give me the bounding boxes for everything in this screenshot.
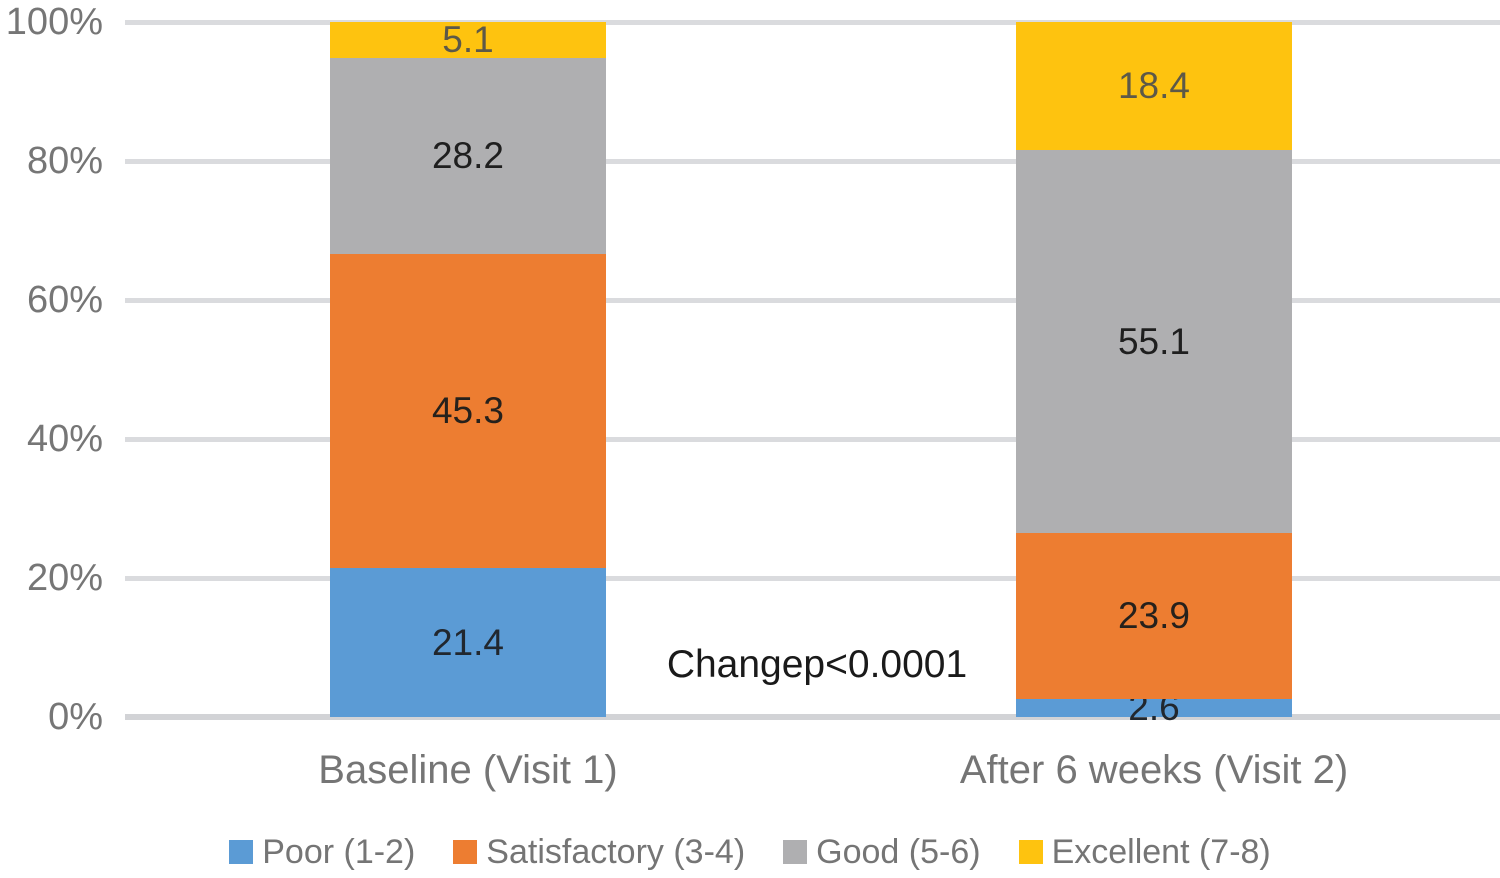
bar-segment: 28.2 — [330, 57, 606, 254]
data-label: 45.3 — [431, 390, 504, 432]
x-category-baseline: Baseline (Visit 1) — [318, 748, 618, 792]
y-tick-60: 60% — [26, 279, 103, 321]
data-label: 21.4 — [431, 622, 504, 664]
gridline-80pct — [125, 159, 1500, 164]
y-tick-20: 20% — [26, 557, 103, 599]
legend-label-poor: Poor (1-2) — [262, 833, 416, 871]
data-label: 18.4 — [1117, 65, 1190, 107]
legend-label-satisfactory: Satisfactory (3-4) — [486, 833, 746, 871]
gridline-60pct — [125, 298, 1500, 303]
gridline-100pct — [125, 20, 1500, 25]
data-label: 5.1 — [442, 19, 494, 61]
gridline-20pct — [125, 576, 1500, 581]
legend-item-excellent: Excellent (7-8) — [1018, 833, 1271, 871]
annotation-change-pvalue: Changep<0.0001 — [666, 643, 968, 686]
data-label: 28.2 — [431, 135, 504, 177]
bar-segment: 21.4 — [330, 568, 606, 717]
bar-segment: 2.6 — [1016, 689, 1292, 726]
legend-label-excellent: Excellent (7-8) — [1051, 833, 1271, 871]
legend: Poor (1-2) Satisfactory (3-4) Good (5-6)… — [0, 834, 1500, 870]
data-label: 23.9 — [1117, 595, 1190, 637]
gridline-40pct — [125, 437, 1500, 442]
x-category-after-6-weeks: After 6 weeks (Visit 2) — [959, 748, 1349, 792]
legend-swatch-excellent-icon — [1018, 840, 1043, 864]
bar-segment: 55.1 — [1016, 149, 1292, 533]
stacked-bar-2: 2.6 23.9 55.1 18.4 — [1016, 22, 1292, 726]
y-tick-80: 80% — [26, 140, 103, 182]
bar-segment: 45.3 — [330, 253, 606, 569]
legend-swatch-poor-icon — [229, 840, 254, 864]
y-tick-100: 100% — [5, 1, 103, 43]
y-tick-40: 40% — [26, 418, 103, 460]
legend-item-poor: Poor (1-2) — [229, 834, 415, 870]
y-tick-0: 0% — [48, 696, 103, 738]
bar-segment: 18.4 — [1016, 22, 1292, 150]
gridline-0pct-baseline — [125, 714, 1500, 720]
legend-swatch-satisfactory-icon — [453, 840, 478, 864]
legend-label-good: Good (5-6) — [816, 833, 981, 871]
legend-swatch-good-icon — [783, 840, 808, 864]
legend-item-satisfactory: Satisfactory (3-4) — [453, 834, 745, 870]
stacked-bar-1: 21.4 45.3 28.2 5.1 — [330, 19, 606, 717]
bar-segment: 23.9 — [1016, 532, 1292, 699]
legend-item-good: Good (5-6) — [783, 833, 981, 871]
data-label: 55.1 — [1117, 320, 1190, 362]
bar-segment: 5.1 — [330, 19, 606, 61]
